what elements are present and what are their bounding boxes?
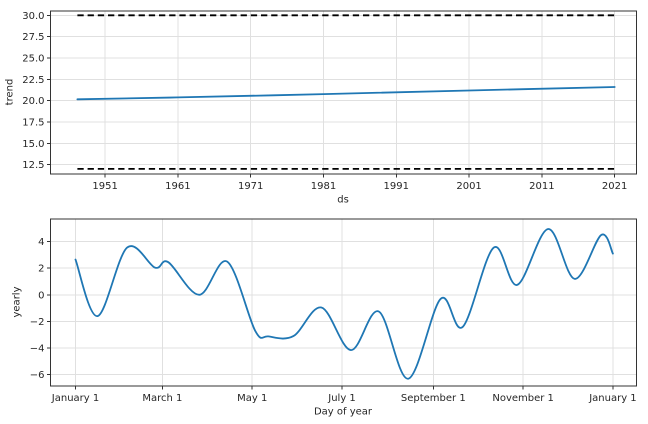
x-tick-label: September 1 [401, 393, 466, 404]
x-tick-label: 2021 [602, 181, 627, 192]
trend-y-axis-label: trend [4, 78, 16, 106]
x-tick-label: 2001 [456, 181, 481, 192]
subplot-yearly: January 1 March 1 May 1 July 1 September 1 No… [30, 218, 637, 404]
yearly-y-axis-label: yearly [11, 286, 23, 318]
y-tick-label: 4 [38, 237, 44, 248]
x-tick-label: 1951 [92, 181, 117, 192]
x-tick-label: 1991 [384, 181, 409, 192]
y-tick-label: 22.5 [22, 75, 44, 86]
y-tick-label: 12.5 [22, 160, 44, 171]
subplot-trend: 1951 1961 1971 1981 1991 2001 2011 2021 12.5 15.0… [22, 10, 637, 192]
x-tick-label: 1971 [238, 181, 263, 192]
y-tick-label: 27.5 [22, 32, 44, 43]
y-tick-label: −4 [30, 344, 45, 355]
axes-frame [50, 10, 637, 175]
y-tick-label: 20.0 [22, 96, 44, 107]
y-tick-label: −6 [30, 370, 45, 381]
x-tick-label: May 1 [237, 393, 267, 404]
x-tick-label: January 1 [51, 393, 99, 404]
series-trend [76, 86, 616, 101]
ds-x-axis-label: ds [337, 194, 349, 206]
x-tick-label: March 1 [142, 393, 182, 404]
y-tick-label: 15.0 [22, 139, 44, 150]
x-tick-label: January 1 [588, 393, 636, 404]
day-of-year-x-axis-label: Day of year [313, 406, 373, 418]
x-tick-label: November 1 [492, 393, 554, 404]
y-tick-label: 17.5 [22, 117, 44, 128]
y-tick-label: 25.0 [22, 53, 44, 64]
y-tick-label: −2 [30, 317, 45, 328]
y-tick-label: 0 [38, 290, 44, 301]
y-tick-label: 2 [38, 264, 44, 275]
x-tick-label: 1981 [311, 181, 336, 192]
x-tick-label: July 1 [327, 393, 356, 404]
x-tick-label: 2011 [529, 181, 554, 192]
y-tick-label: 30.0 [22, 11, 44, 22]
axes-frame [50, 218, 637, 387]
x-tick-label: 1961 [165, 181, 190, 192]
series-yearly [74, 228, 614, 380]
